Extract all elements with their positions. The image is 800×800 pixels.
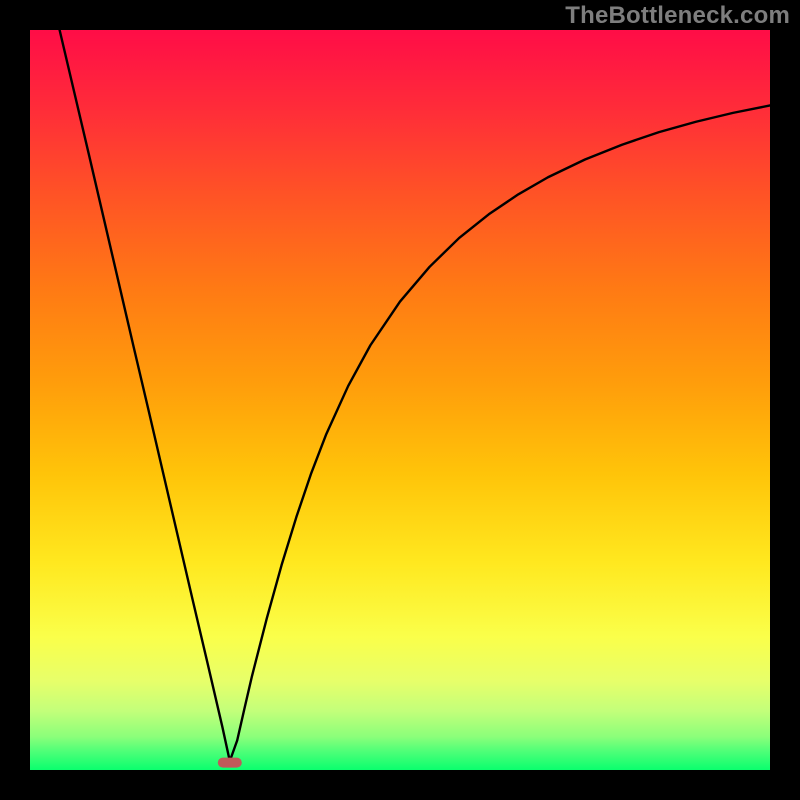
bottleneck-optimal-marker: [218, 758, 242, 768]
bottleneck-chart: TheBottleneck.com: [0, 0, 800, 800]
watermark-text: TheBottleneck.com: [565, 2, 790, 30]
chart-plot-background: [30, 30, 770, 770]
chart-canvas: [0, 0, 800, 800]
